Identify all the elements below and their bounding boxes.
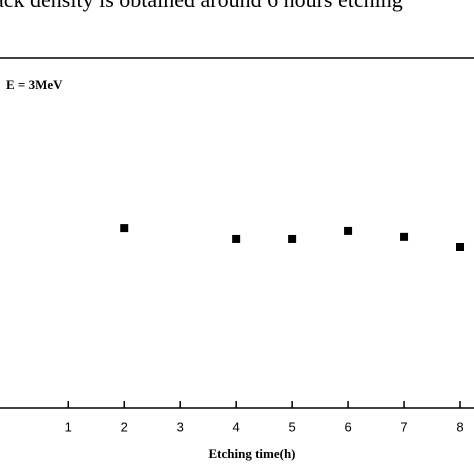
point bbox=[400, 232, 409, 241]
x-tick-label: 2 bbox=[121, 419, 128, 434]
x-tick-label: 3 bbox=[177, 419, 184, 434]
x-tick-label: 7 bbox=[400, 419, 407, 434]
point bbox=[232, 234, 241, 243]
point bbox=[344, 226, 353, 235]
point bbox=[456, 243, 465, 251]
annotation: E = 3MeV bbox=[6, 77, 63, 92]
x-tick-label: 1 bbox=[65, 419, 72, 434]
x-axis-label: Etching time(h) bbox=[208, 446, 295, 461]
x-tick-label: 5 bbox=[289, 419, 296, 434]
context-text: ack density is obtained around 6 hours e… bbox=[0, 0, 403, 12]
x-tick-label: 8 bbox=[456, 419, 463, 434]
x-tick-label: 6 bbox=[344, 419, 351, 434]
point bbox=[288, 234, 297, 243]
x-tick-label: 4 bbox=[233, 419, 240, 434]
point bbox=[120, 224, 129, 233]
